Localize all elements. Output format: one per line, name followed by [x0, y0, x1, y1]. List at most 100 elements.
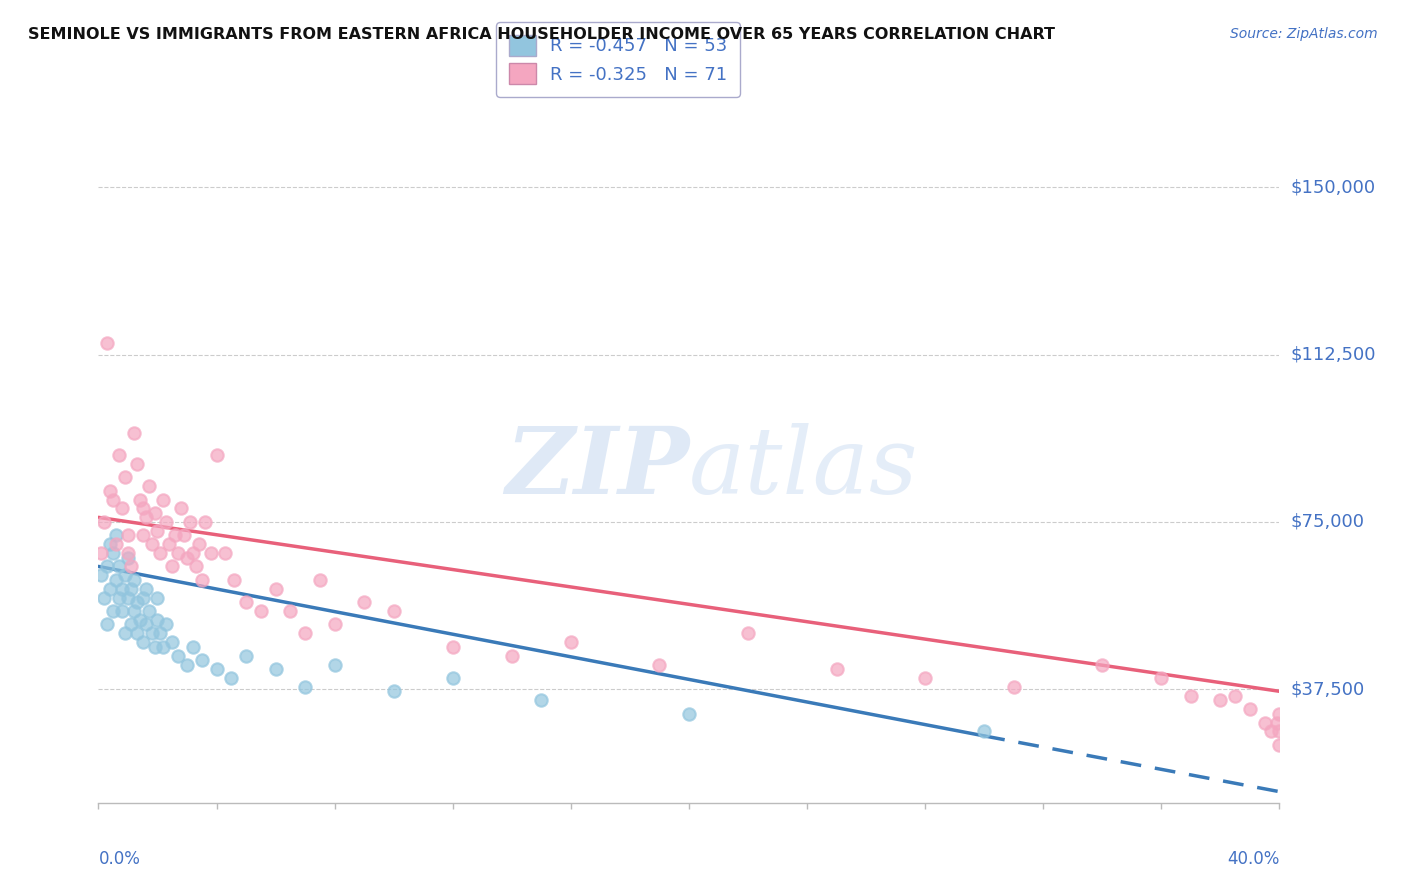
Point	[155, 515, 177, 529]
Point	[737, 626, 759, 640]
Point	[1209, 693, 1232, 707]
Point	[93, 515, 115, 529]
Point	[98, 483, 121, 498]
Point	[120, 582, 142, 596]
Point	[224, 573, 246, 587]
Point	[162, 559, 183, 574]
Point	[353, 595, 375, 609]
Point	[530, 693, 553, 707]
Point	[125, 457, 148, 471]
Point	[1260, 724, 1282, 739]
Point	[1254, 715, 1277, 730]
Point	[96, 336, 118, 351]
Point	[143, 640, 166, 654]
Point	[111, 582, 134, 596]
Point	[117, 591, 139, 605]
Point	[205, 448, 228, 462]
Point	[122, 573, 145, 587]
Point	[125, 595, 148, 609]
Point	[152, 492, 174, 507]
Point	[170, 501, 193, 516]
Point	[235, 648, 257, 663]
Point	[105, 528, 128, 542]
Point	[146, 591, 169, 605]
Point	[149, 546, 172, 560]
Point	[105, 537, 128, 551]
Text: $112,500: $112,500	[1291, 345, 1376, 364]
Point	[143, 506, 166, 520]
Point	[90, 568, 112, 582]
Point	[1150, 671, 1173, 685]
Point	[973, 724, 995, 739]
Point	[103, 546, 125, 560]
Point	[191, 653, 214, 667]
Point	[122, 604, 145, 618]
Point	[132, 591, 155, 605]
Point	[176, 550, 198, 565]
Legend: Seminole, Immigrants from Eastern Africa: Seminole, Immigrants from Eastern Africa	[501, 847, 905, 880]
Point	[309, 573, 332, 587]
Point	[235, 595, 257, 609]
Point	[200, 546, 222, 560]
Point	[96, 617, 118, 632]
Point	[135, 510, 157, 524]
Point	[117, 546, 139, 560]
Point	[191, 573, 214, 587]
Point	[157, 537, 180, 551]
Point	[382, 684, 405, 698]
Point	[103, 492, 125, 507]
Point	[162, 635, 183, 649]
Point	[128, 492, 150, 507]
Point	[382, 604, 405, 618]
Point	[1265, 715, 1288, 730]
Point	[138, 479, 160, 493]
Point	[146, 613, 169, 627]
Point	[194, 515, 217, 529]
Point	[111, 501, 134, 516]
Point	[441, 671, 464, 685]
Point	[146, 524, 169, 538]
Point	[184, 559, 207, 574]
Point	[1268, 738, 1291, 752]
Point	[149, 626, 172, 640]
Point	[250, 604, 273, 618]
Point	[294, 626, 316, 640]
Point	[90, 546, 112, 560]
Point	[323, 617, 346, 632]
Point	[294, 680, 316, 694]
Point	[135, 617, 157, 632]
Point	[560, 635, 582, 649]
Point	[1002, 680, 1025, 694]
Point	[264, 662, 287, 676]
Text: $37,500: $37,500	[1291, 680, 1365, 698]
Point	[114, 470, 136, 484]
Point	[176, 657, 198, 672]
Point	[1223, 689, 1246, 703]
Point	[1268, 724, 1291, 739]
Point	[205, 662, 228, 676]
Point	[179, 515, 201, 529]
Point	[114, 626, 136, 640]
Point	[108, 448, 131, 462]
Text: atlas: atlas	[689, 424, 918, 513]
Point	[155, 617, 177, 632]
Point	[501, 648, 523, 663]
Point	[132, 635, 155, 649]
Point	[120, 617, 142, 632]
Point	[219, 671, 242, 685]
Text: SEMINOLE VS IMMIGRANTS FROM EASTERN AFRICA HOUSEHOLDER INCOME OVER 65 YEARS CORR: SEMINOLE VS IMMIGRANTS FROM EASTERN AFRI…	[28, 27, 1054, 42]
Text: ZIP: ZIP	[505, 424, 689, 513]
Point	[1239, 702, 1261, 716]
Text: Source: ZipAtlas.com: Source: ZipAtlas.com	[1230, 27, 1378, 41]
Point	[181, 546, 204, 560]
Point	[117, 550, 139, 565]
Point	[1268, 706, 1291, 721]
Point	[96, 559, 118, 574]
Point	[111, 604, 134, 618]
Point	[135, 582, 157, 596]
Point	[138, 604, 160, 618]
Point	[125, 626, 148, 640]
Point	[1180, 689, 1202, 703]
Point	[98, 537, 121, 551]
Point	[141, 626, 163, 640]
